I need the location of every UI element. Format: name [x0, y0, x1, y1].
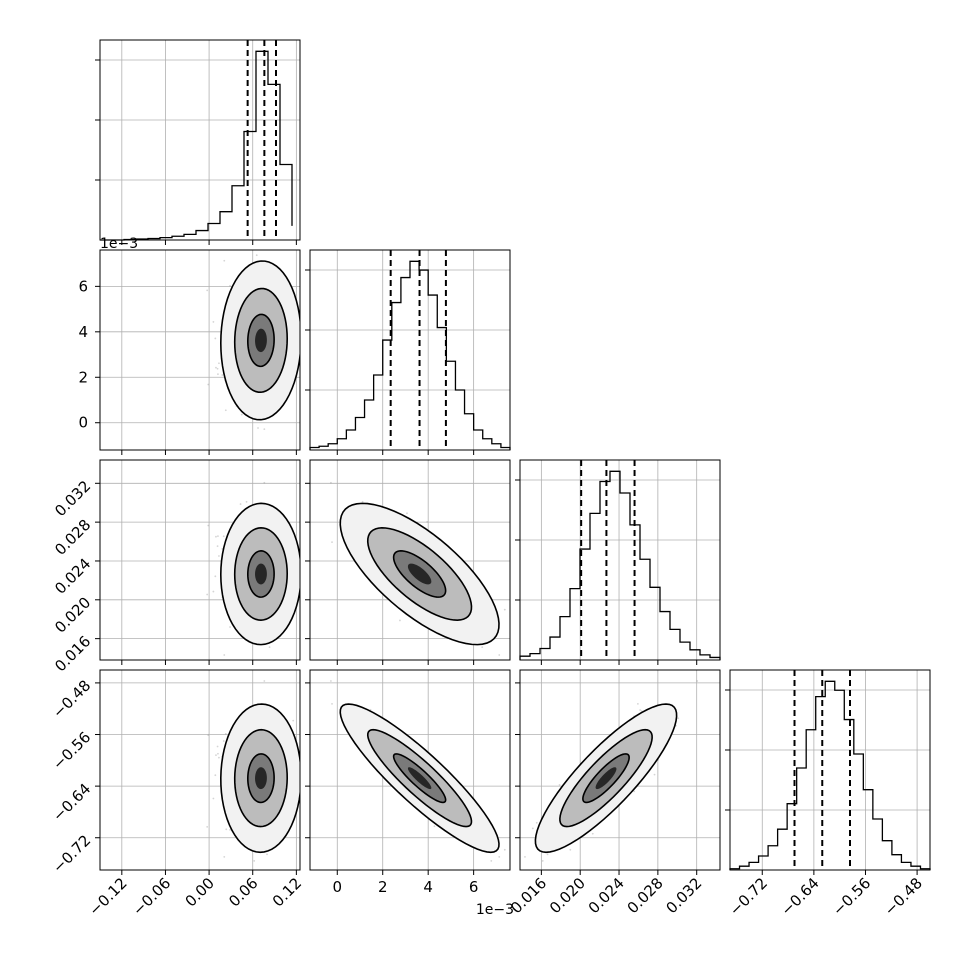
panel-frame	[99, 249, 301, 451]
sample-point	[218, 555, 220, 557]
sample-point	[212, 590, 215, 593]
scatter-panel-0-3	[95, 669, 301, 875]
hist-frame-2	[519, 459, 721, 661]
hist-panel-2	[515, 459, 721, 665]
sample-point	[216, 367, 219, 370]
sample-point	[215, 535, 217, 538]
sample-point	[331, 541, 333, 544]
sample-point	[207, 524, 210, 527]
sample-point	[217, 535, 219, 538]
sample-point	[498, 654, 501, 656]
hist-panel-3	[725, 669, 931, 875]
sample-point	[503, 608, 506, 611]
sample-point	[255, 254, 258, 257]
sample-point	[361, 500, 364, 503]
contour-2	[339, 502, 500, 646]
sample-point	[218, 362, 220, 365]
contour-0	[246, 550, 275, 598]
sample-point	[217, 373, 219, 376]
sample-point	[224, 409, 227, 412]
density-core	[255, 328, 267, 353]
density-core	[255, 563, 267, 585]
sample-point	[229, 626, 231, 628]
scatter-panel-1-2	[305, 459, 514, 665]
sample-point	[426, 520, 429, 523]
scatter-panel-0-1	[95, 246, 301, 455]
hist-panel-1	[305, 249, 511, 455]
sample-point	[229, 284, 231, 287]
hist-step-1	[309, 260, 511, 450]
sample-point	[207, 383, 210, 386]
panel-frame	[99, 459, 301, 661]
sample-point	[222, 535, 225, 538]
sample-point	[212, 321, 215, 323]
sample-point	[223, 654, 226, 656]
hist-frame-3	[729, 669, 931, 871]
hist-frame-0	[99, 39, 301, 241]
scatter-panel-0-2	[95, 459, 301, 665]
sample-point	[221, 374, 224, 376]
sample-point	[214, 337, 217, 340]
panel-frame	[309, 459, 511, 661]
density-core	[407, 563, 432, 585]
sample-point	[206, 289, 209, 292]
sample-point	[224, 732, 227, 735]
sample-point	[481, 646, 484, 649]
sample-point	[214, 575, 217, 578]
hist-step-0	[100, 50, 293, 241]
sample-point	[214, 774, 217, 777]
sample-point	[330, 481, 332, 484]
sample-point	[266, 246, 268, 248]
contour-0	[392, 550, 447, 598]
sample-point	[245, 500, 248, 503]
hist-step-3	[729, 680, 931, 870]
contour-0	[246, 313, 275, 368]
sample-point	[206, 593, 209, 596]
sample-point	[223, 259, 226, 262]
sample-point	[399, 619, 401, 622]
contour-2	[219, 260, 300, 421]
sample-point	[512, 632, 514, 634]
contour-1	[366, 527, 473, 621]
sample-point	[406, 512, 408, 515]
sample-point	[268, 646, 271, 649]
sample-point	[240, 413, 243, 416]
sample-point	[216, 545, 219, 548]
contour-2	[219, 502, 300, 646]
sample-point	[263, 481, 266, 484]
hist-frame-1	[309, 249, 511, 451]
hist-step-2	[519, 470, 721, 660]
contour-1	[233, 287, 289, 394]
hist-panel-0	[95, 39, 301, 245]
sample-point	[239, 503, 242, 505]
sample-point	[257, 427, 259, 429]
sample-point	[215, 366, 217, 369]
sample-point	[263, 428, 266, 430]
contour-1	[233, 527, 289, 621]
